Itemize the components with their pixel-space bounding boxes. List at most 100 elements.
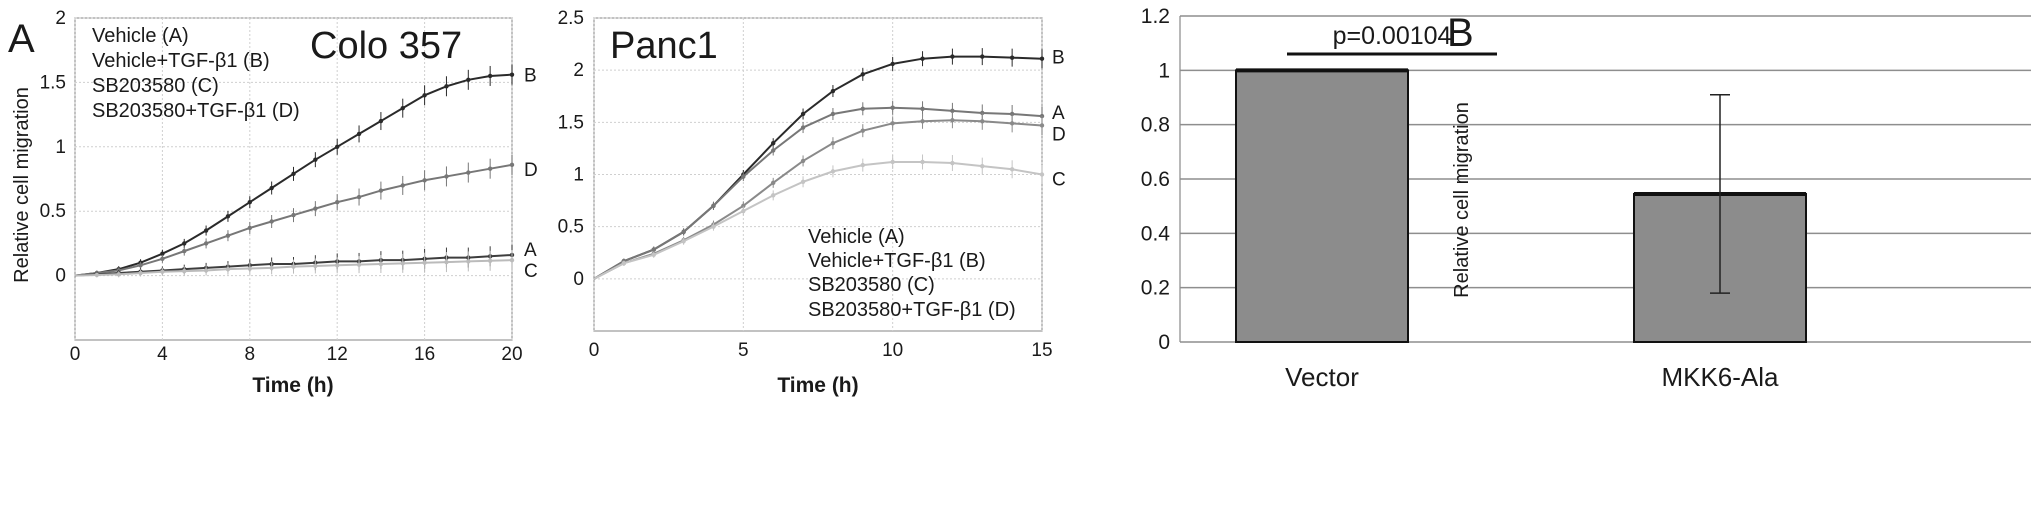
legend-item-vehicle-tgf: Vehicle+TGF-β1 (B)	[808, 250, 986, 272]
data-point-C	[378, 261, 384, 267]
data-point-B	[356, 131, 362, 137]
data-point-A	[860, 106, 865, 111]
data-point-B	[830, 88, 836, 94]
data-point-B	[269, 185, 274, 191]
y-tick-label: 0.6	[1141, 168, 1170, 191]
legend-item-sb203580: SB203580 (C)	[92, 75, 219, 97]
tick-labels: 0 0.2 0.4 0.6 0.8 1 1.2 Vector MKK6-Ala	[1141, 5, 1779, 392]
series-end-label: A	[1052, 103, 1065, 124]
data-point-C	[950, 160, 955, 166]
series-end-label: C	[524, 261, 538, 282]
y-axis-label: Relative cell migration	[11, 87, 33, 283]
data-point-D	[203, 241, 209, 246]
data-point-C	[203, 268, 209, 273]
data-point-A	[1009, 111, 1015, 117]
legend-item-vehicle: Vehicle (A)	[92, 25, 189, 47]
data-point-A	[830, 111, 836, 117]
data-point-C	[335, 263, 340, 268]
data-point-D	[771, 180, 776, 186]
p-value-annotation: p=0.00104	[1333, 22, 1452, 50]
data-point-D	[980, 119, 985, 124]
data-point-C	[651, 252, 656, 258]
x-tick-label: 12	[327, 344, 348, 365]
data-point-D	[920, 119, 925, 124]
data-point-B	[920, 56, 925, 61]
data-point-B	[980, 54, 985, 59]
data-point-D	[466, 170, 471, 175]
x-axis-label: Time (h)	[252, 374, 333, 397]
data-point-D	[860, 128, 865, 133]
data-point-A	[800, 125, 806, 130]
data-point-D	[378, 188, 384, 193]
data-point-D	[313, 206, 318, 211]
data-point-C	[681, 239, 686, 244]
panel-label-b: B	[1447, 11, 1474, 55]
series-line-A	[593, 106, 1043, 280]
data-point-A	[920, 106, 925, 111]
data-point-B	[378, 118, 384, 124]
panel-label-a: A	[8, 17, 35, 61]
bar-vector	[1235, 69, 1409, 343]
x-tick-label: 5	[738, 340, 749, 361]
data-point-B	[203, 228, 209, 233]
y-tick-label: 0	[573, 269, 584, 290]
data-point-C	[1009, 167, 1015, 172]
data-point-C	[116, 272, 121, 277]
tick-labels: 0 5 10 15 0 0.5 1 1.5 2 2.5 B AD C	[558, 8, 1066, 361]
y-tick-label: 1.2	[1141, 5, 1170, 28]
data-point-B	[247, 199, 252, 205]
y-tick-label: 1	[55, 137, 66, 158]
y-tick-label: 1.5	[40, 72, 66, 93]
data-point-B	[182, 241, 187, 246]
legend-item-vehicle: Vehicle (A)	[808, 226, 905, 248]
data-point-A	[950, 108, 955, 114]
data-point-C	[444, 259, 449, 265]
x-tick-label: 4	[157, 344, 168, 365]
y-tick-label: 0.5	[558, 217, 584, 238]
legend-item-vehicle-tgf: Vehicle+TGF-β1 (B)	[92, 50, 270, 72]
data-point-D	[1009, 121, 1015, 126]
y-tick-label: 0	[1158, 331, 1170, 354]
data-point-B	[225, 214, 231, 219]
series-line-C	[593, 160, 1043, 280]
series-group	[593, 48, 1045, 280]
y-tick-label: 0.5	[40, 201, 66, 222]
x-tick-label: 0	[589, 340, 600, 361]
y-tick-label: 0.8	[1141, 114, 1170, 137]
data-point-D	[890, 121, 895, 126]
y-tick-label: 0	[55, 266, 66, 287]
data-point-D	[138, 263, 143, 268]
data-point-C	[138, 270, 143, 276]
data-point-D	[182, 248, 187, 254]
data-point-C	[225, 266, 231, 272]
data-point-C	[356, 262, 362, 267]
data-point-D	[950, 118, 955, 123]
legend-item-sb203580-tgf: SB203580+TGF-β1 (D)	[92, 100, 300, 122]
data-point-C	[313, 263, 318, 269]
data-point-B	[509, 72, 515, 77]
x-tick-label: 15	[1031, 340, 1052, 361]
y-tick-label: 2	[55, 8, 66, 29]
legend-item-sb203580: SB203580 (C)	[808, 274, 935, 296]
data-point-C	[160, 269, 165, 274]
data-point-C	[711, 224, 716, 229]
data-point-D	[741, 203, 746, 208]
y-tick-label: 2	[573, 60, 584, 81]
y-tick-label: 2.5	[558, 8, 584, 29]
data-point-D	[247, 225, 252, 231]
data-point-C	[860, 162, 865, 168]
series-group	[74, 64, 515, 278]
legend: Vehicle (A) Vehicle+TGF-β1 (B) SB203580 …	[92, 25, 300, 122]
legend: Vehicle (A) Vehicle+TGF-β1 (B) SB203580 …	[808, 226, 1016, 321]
grid	[593, 17, 1043, 331]
data-point-B	[487, 73, 493, 79]
grid	[74, 17, 513, 340]
data-point-A	[651, 247, 656, 252]
data-point-C	[269, 265, 274, 271]
data-point-A	[681, 229, 686, 235]
data-point-B	[444, 84, 449, 89]
bars	[1235, 68, 1807, 343]
data-point-D	[830, 141, 836, 146]
chart-title: Colo 357	[310, 25, 462, 67]
